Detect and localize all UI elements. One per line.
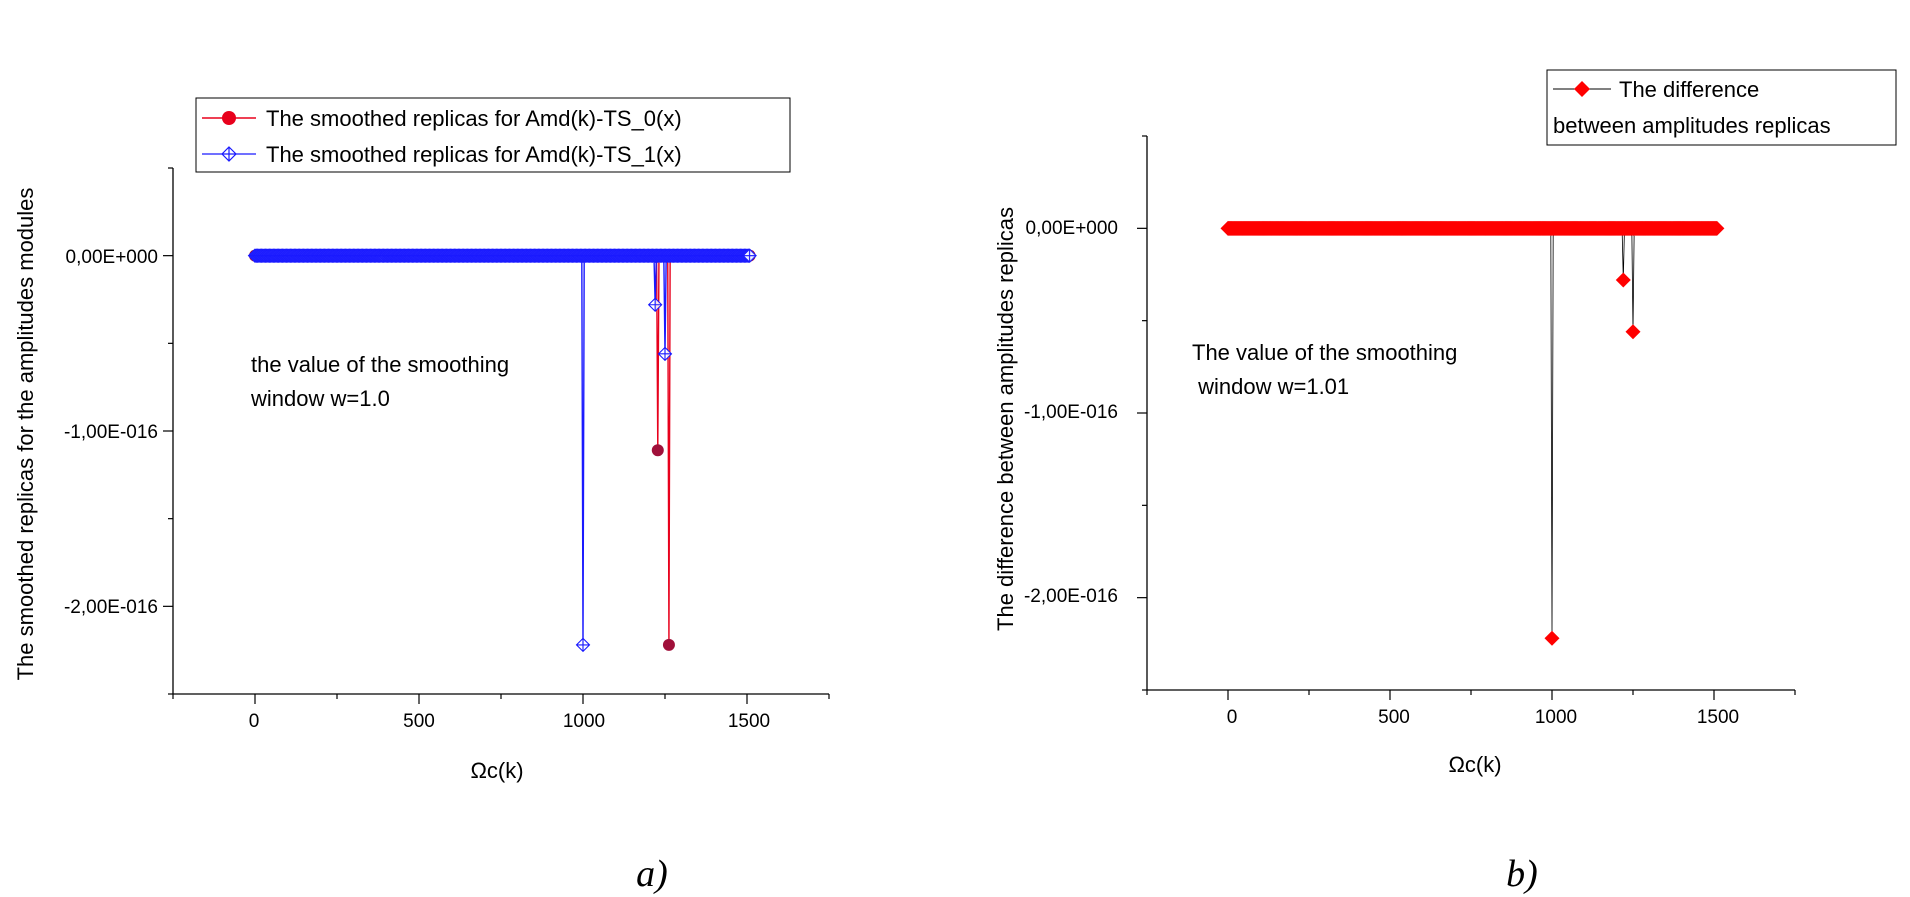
panel-a-caption: a) (636, 853, 668, 895)
panel-a-series-1-line (255, 254, 751, 645)
panel-b-legend: The difference between amplitudes replic… (1546, 69, 1897, 146)
panel-b-series-0-point (1709, 220, 1725, 236)
panel-a-annotation-line-1: the value of the smoothing (251, 352, 509, 377)
panel-b-series-0-line (1228, 227, 1718, 639)
panel-a-series-ts1 (247, 248, 757, 653)
panel-a-legend-marker-ts1 (221, 146, 237, 162)
panel-a-y-tick-label-1: -1,00E-016 (64, 422, 158, 443)
panel-a-series-1-spike-point (657, 346, 673, 362)
panel-a-x-axis-title: Ωc(k) (470, 758, 523, 783)
panel-b-x-tick-label-2: 1000 (1535, 707, 1577, 728)
panel-a-x-tick-label-0: 0 (249, 711, 260, 732)
panel-a-legend-sample-ts0 (202, 111, 256, 125)
panel-a-axes (163, 167, 830, 704)
panel-a-series-0-spike-point (662, 638, 675, 651)
panel-b-axes (1137, 135, 1796, 700)
panel-a-legend-box (195, 97, 791, 173)
panel-b-caption: b) (1506, 853, 1538, 895)
panel-b-legend-sample (1553, 81, 1611, 97)
panel-a-series-1-spike-point (647, 297, 663, 313)
panel-a-x-tick-label-2: 1000 (563, 711, 605, 732)
panel-a-series-0-spike-point (651, 444, 664, 457)
panel-b-legend-box (1546, 69, 1897, 146)
panel-b-legend-label-line-2: between amplitudes replicas (1553, 113, 1831, 138)
panel-b-series-difference (1220, 220, 1725, 646)
panel-b-y-tick-label-2: -2,00E-016 (1024, 586, 1118, 607)
panel-b-series-0-spike-point (1615, 272, 1631, 288)
panel-a-legend-marker-ts0 (222, 111, 236, 125)
panel-b-y-tick-label-1: -1,00E-016 (1024, 402, 1118, 423)
panel-b-x-tick-label-0: 0 (1227, 707, 1238, 728)
panel-b-x-axis-title: Ωc(k) (1448, 752, 1501, 777)
panel-b-legend-marker (1574, 81, 1590, 97)
panel-b-x-tick-label-1: 500 (1378, 707, 1410, 728)
panel-a-x-tick-label-1: 500 (403, 711, 435, 732)
panel-b-series-0-spike-point (1544, 630, 1560, 646)
panel-b-legend-label-line-1: The difference (1619, 77, 1759, 102)
panel-b-x-tick-label-3: 1500 (1697, 707, 1739, 728)
panel-a-y-axis-title: The smoothed replicas for the amplitudes… (13, 188, 38, 681)
panel-b-y-tick-label-0: 0,00E+000 (1026, 218, 1118, 239)
panel-a-x-tick-label-3: 1500 (728, 711, 770, 732)
panel-b-annotation-line-2: window w=1.01 (1192, 374, 1349, 399)
panel-b-annotation-line-1: The value of the smoothing (1192, 340, 1457, 365)
panel-a-legend-sample-ts1 (202, 146, 256, 162)
panel-a-y-tick-label-0: 0,00E+000 (66, 247, 158, 268)
panel-a-series-1-spike-point (575, 637, 591, 653)
panel-b-series-0-spike-point (1625, 324, 1641, 340)
panel-a-legend-label-ts0: The smoothed replicas for Amd(k)-TS_0(x) (266, 106, 682, 131)
panel-a-series-0-line (255, 254, 751, 645)
panel-a-series-ts0 (249, 249, 756, 651)
panel-a-legend: The smoothed replicas for Amd(k)-TS_0(x)… (195, 97, 791, 173)
panel-b-y-axis-title: The difference between amplitudes replic… (993, 207, 1018, 631)
panel-a-series-1-point (742, 248, 757, 263)
panel-a-legend-label-ts1: The smoothed replicas for Amd(k)-TS_1(x) (266, 142, 682, 167)
panel-a-chart: 0,00E+000 -1,00E-016 -2,00E-016 0 500 10… (13, 97, 830, 895)
panel-a-y-tick-label-2: -2,00E-016 (64, 597, 158, 618)
panel-a-annotation-line-2: window w=1.0 (250, 386, 390, 411)
panel-b-chart: 0,00E+000 -1,00E-016 -2,00E-016 0 500 10… (993, 69, 1897, 895)
